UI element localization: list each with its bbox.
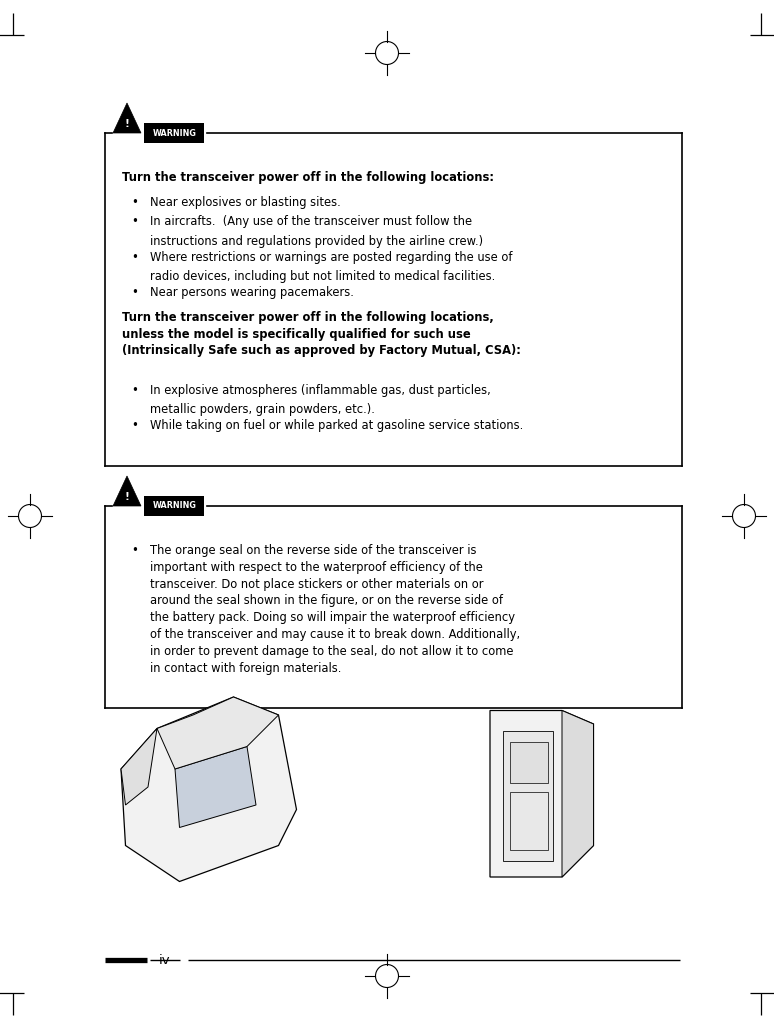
Text: !: ! — [125, 118, 129, 128]
Text: Where restrictions or warnings are posted regarding the use of: Where restrictions or warnings are poste… — [150, 251, 512, 263]
Text: •: • — [132, 418, 139, 432]
Polygon shape — [510, 792, 547, 850]
Text: •: • — [132, 383, 139, 397]
Polygon shape — [113, 103, 141, 133]
Polygon shape — [175, 746, 256, 828]
Polygon shape — [121, 729, 157, 805]
Polygon shape — [157, 697, 279, 769]
Text: •: • — [132, 251, 139, 263]
Text: radio devices, including but not limited to medical facilities.: radio devices, including but not limited… — [150, 270, 495, 283]
Polygon shape — [504, 731, 553, 860]
Text: Turn the transceiver power off in the following locations,
unless the model is s: Turn the transceiver power off in the fo… — [122, 311, 521, 357]
Text: In explosive atmospheres (inflammable gas, dust particles,: In explosive atmospheres (inflammable ga… — [150, 383, 491, 397]
Bar — [145, 497, 204, 516]
Text: The orange seal on the reverse side of the transceiver is
important with respect: The orange seal on the reverse side of t… — [150, 544, 520, 674]
Text: •: • — [132, 196, 139, 209]
Text: •: • — [132, 286, 139, 298]
Text: Turn the transceiver power off in the following locations:: Turn the transceiver power off in the fo… — [122, 171, 494, 184]
Text: •: • — [132, 544, 139, 557]
Text: While taking on fuel or while parked at gasoline service stations.: While taking on fuel or while parked at … — [150, 418, 523, 432]
Text: WARNING: WARNING — [152, 502, 197, 511]
Polygon shape — [562, 710, 594, 877]
Polygon shape — [510, 742, 547, 782]
Text: Near explosives or blasting sites.: Near explosives or blasting sites. — [150, 196, 341, 209]
Polygon shape — [121, 697, 296, 881]
Text: Near persons wearing pacemakers.: Near persons wearing pacemakers. — [150, 286, 354, 298]
Polygon shape — [113, 476, 141, 506]
Text: WARNING: WARNING — [152, 128, 197, 138]
Text: In aircrafts.  (Any use of the transceiver must follow the: In aircrafts. (Any use of the transceive… — [150, 216, 472, 228]
Bar — [145, 123, 204, 143]
Text: •: • — [132, 216, 139, 228]
Text: !: ! — [125, 491, 129, 502]
Text: metallic powders, grain powders, etc.).: metallic powders, grain powders, etc.). — [150, 403, 375, 416]
Text: iv: iv — [159, 954, 171, 966]
Text: instructions and regulations provided by the airline crew.): instructions and regulations provided by… — [150, 235, 483, 248]
Polygon shape — [490, 710, 594, 877]
